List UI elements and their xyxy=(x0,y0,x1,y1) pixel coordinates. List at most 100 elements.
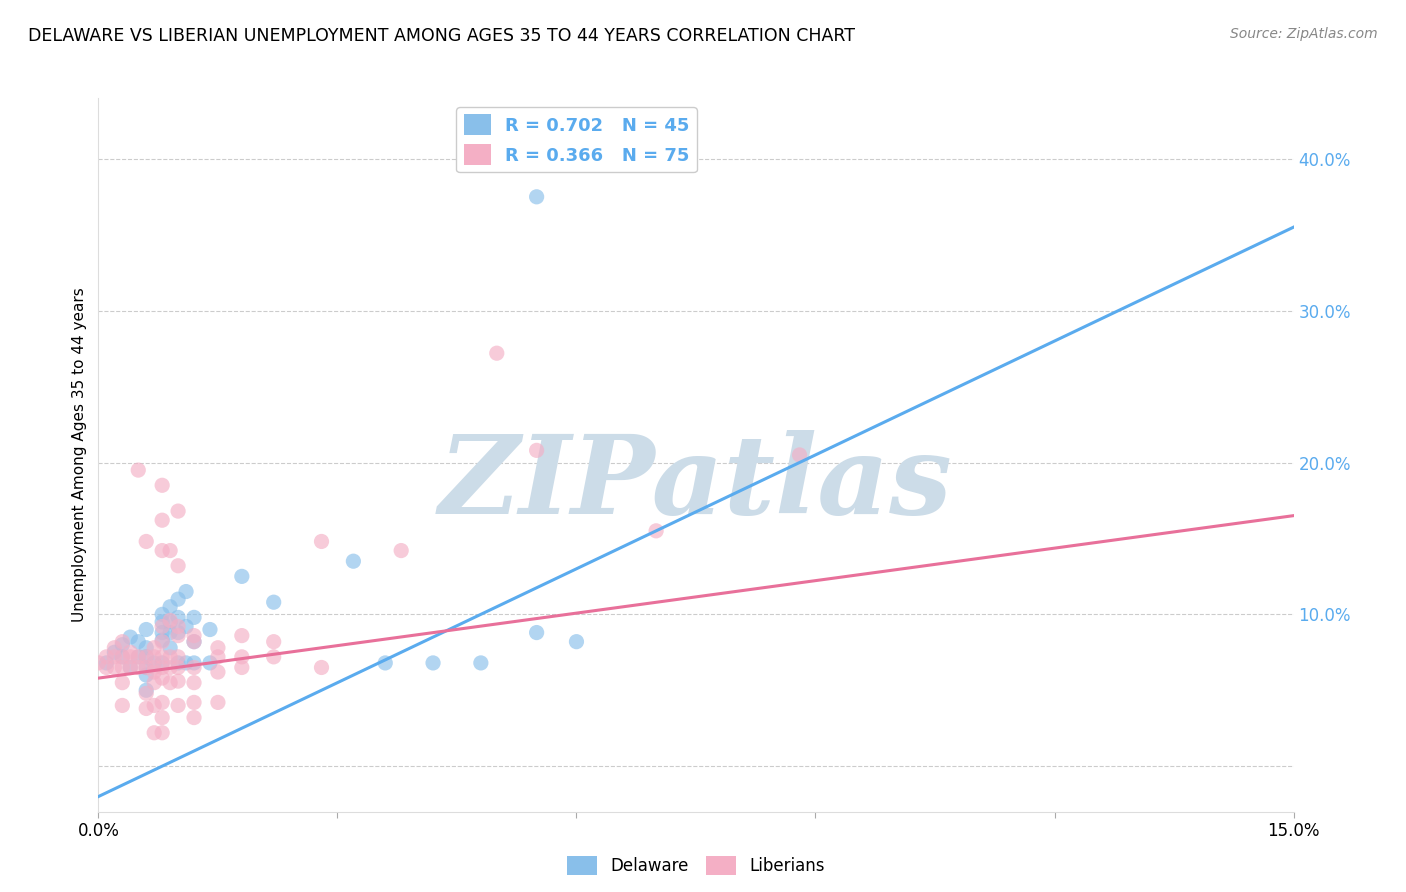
Text: DELAWARE VS LIBERIAN UNEMPLOYMENT AMONG AGES 35 TO 44 YEARS CORRELATION CHART: DELAWARE VS LIBERIAN UNEMPLOYMENT AMONG … xyxy=(28,27,855,45)
Point xyxy=(183,610,205,624)
Point xyxy=(183,656,205,670)
Point xyxy=(127,463,149,477)
Point xyxy=(135,649,157,664)
Point xyxy=(135,660,157,674)
Text: ZIPatlas: ZIPatlas xyxy=(439,430,953,537)
Point xyxy=(263,634,285,648)
Point xyxy=(207,665,229,679)
Point xyxy=(150,543,173,558)
Point xyxy=(103,645,125,659)
Point xyxy=(103,649,125,664)
Point xyxy=(174,584,197,599)
Point xyxy=(167,625,190,640)
Point xyxy=(143,640,166,655)
Point xyxy=(135,660,157,674)
Point xyxy=(167,504,190,518)
Point xyxy=(389,543,412,558)
Point xyxy=(135,649,157,664)
Point xyxy=(143,698,166,713)
Point xyxy=(231,629,253,643)
Point xyxy=(207,695,229,709)
Point xyxy=(127,649,149,664)
Point xyxy=(135,686,157,700)
Point xyxy=(143,665,166,679)
Point xyxy=(207,649,229,664)
Point xyxy=(183,695,205,709)
Point xyxy=(135,640,157,655)
Point xyxy=(565,634,588,648)
Point xyxy=(159,625,181,640)
Point xyxy=(526,625,548,640)
Point xyxy=(174,619,197,633)
Point xyxy=(167,656,190,670)
Point xyxy=(103,640,125,655)
Point xyxy=(150,634,173,648)
Point xyxy=(150,710,173,724)
Point xyxy=(111,675,134,690)
Point xyxy=(87,656,110,670)
Point xyxy=(127,649,149,664)
Point xyxy=(143,649,166,664)
Point xyxy=(111,638,134,652)
Point xyxy=(231,660,253,674)
Point xyxy=(135,623,157,637)
Point xyxy=(150,695,173,709)
Point xyxy=(150,619,173,633)
Point xyxy=(127,634,149,648)
Point xyxy=(135,701,157,715)
Point xyxy=(183,710,205,724)
Point xyxy=(183,660,205,674)
Point xyxy=(231,569,253,583)
Y-axis label: Unemployment Among Ages 35 to 44 years: Unemployment Among Ages 35 to 44 years xyxy=(72,287,87,623)
Legend: Delaware, Liberians: Delaware, Liberians xyxy=(561,849,831,882)
Point xyxy=(159,615,181,629)
Point xyxy=(103,660,125,674)
Point xyxy=(143,725,166,739)
Point xyxy=(198,656,221,670)
Point xyxy=(374,656,396,670)
Point xyxy=(167,592,190,607)
Point xyxy=(96,660,118,674)
Point xyxy=(135,534,157,549)
Point xyxy=(120,660,142,674)
Point xyxy=(150,615,173,629)
Point xyxy=(143,656,166,670)
Point xyxy=(159,543,181,558)
Point xyxy=(526,190,548,204)
Point xyxy=(150,625,173,640)
Point xyxy=(159,599,181,614)
Point xyxy=(167,619,190,633)
Point xyxy=(111,649,134,664)
Point xyxy=(135,668,157,682)
Point xyxy=(150,649,173,664)
Point xyxy=(150,660,173,674)
Point xyxy=(167,629,190,643)
Point xyxy=(183,634,205,648)
Point xyxy=(150,656,173,670)
Point xyxy=(311,660,333,674)
Point xyxy=(135,683,157,698)
Point xyxy=(159,675,181,690)
Point xyxy=(174,656,197,670)
Point xyxy=(342,554,364,568)
Point xyxy=(167,649,190,664)
Point xyxy=(167,660,190,674)
Point xyxy=(263,649,285,664)
Point xyxy=(183,629,205,643)
Point xyxy=(263,595,285,609)
Point xyxy=(143,675,166,690)
Point xyxy=(120,630,142,644)
Point xyxy=(526,443,548,458)
Point xyxy=(150,513,173,527)
Point xyxy=(143,660,166,674)
Point xyxy=(127,660,149,674)
Point xyxy=(198,623,221,637)
Point xyxy=(96,649,118,664)
Point xyxy=(159,660,181,674)
Point xyxy=(120,660,142,674)
Point xyxy=(96,656,118,670)
Point xyxy=(159,640,181,655)
Point xyxy=(159,649,181,664)
Point xyxy=(120,645,142,659)
Point xyxy=(111,698,134,713)
